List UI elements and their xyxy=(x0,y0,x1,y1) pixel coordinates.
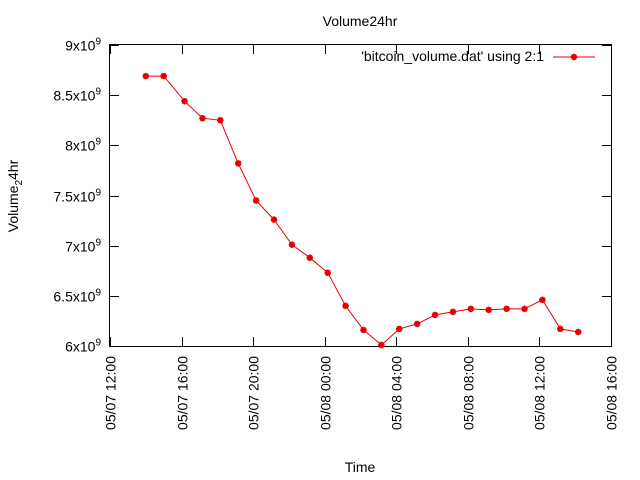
data-point xyxy=(431,311,439,319)
data-point xyxy=(199,115,206,122)
y-tick-mantissa: 7.5 xyxy=(53,189,73,205)
data-point xyxy=(449,308,457,316)
y-tick-base: x10 xyxy=(73,138,96,154)
data-point xyxy=(324,269,331,276)
data-point xyxy=(288,241,296,248)
data-point xyxy=(142,72,149,80)
legend-swatch-marker xyxy=(570,53,578,61)
y-tick-mantissa: 6.5 xyxy=(53,289,73,305)
y-tick-label: 7x109 xyxy=(65,238,101,255)
chart-title: Volume24hr xyxy=(323,13,398,29)
y-tick-exponent: 9 xyxy=(95,288,101,299)
data-point xyxy=(485,306,492,314)
series-layer xyxy=(142,72,582,349)
data-point xyxy=(396,325,403,333)
data-point xyxy=(521,305,528,313)
legend: 'bitcoin_volume.dat' using 2:1 xyxy=(361,48,595,64)
x-tick-label: 05/07 16:00 xyxy=(175,356,191,430)
data-point xyxy=(467,305,475,313)
data-point xyxy=(235,160,242,167)
x-tick-label: 05/07 12:00 xyxy=(103,356,119,430)
x-tick-label: 05/08 12:00 xyxy=(532,356,548,430)
data-point xyxy=(181,97,188,105)
x-tick-label: 05/08 16:00 xyxy=(604,356,620,430)
y-tick-label: 8x109 xyxy=(65,137,101,154)
data-point xyxy=(252,197,260,204)
x-tick-label: 05/08 00:00 xyxy=(318,356,334,430)
x-tick-label: 05/07 20:00 xyxy=(246,356,262,430)
y-tick-mantissa: 8.5 xyxy=(53,88,73,104)
y-tick-mantissa: 9 xyxy=(65,38,73,54)
y-tick-base: x10 xyxy=(73,88,96,104)
y-tick-mantissa: 8 xyxy=(65,138,73,154)
series-line xyxy=(145,75,579,346)
data-point xyxy=(557,325,564,333)
x-tick-label: 05/08 04:00 xyxy=(389,356,405,430)
legend-label: 'bitcoin_volume.dat' using 2:1 xyxy=(361,48,544,64)
y-tick-base: x10 xyxy=(73,289,96,305)
y-axis-label-sub: 2 xyxy=(14,180,25,186)
y-tick-base: x10 xyxy=(73,38,96,54)
y-tick-exponent: 9 xyxy=(95,338,101,349)
data-point xyxy=(539,296,546,304)
data-point xyxy=(413,320,421,328)
y-tick-base: x10 xyxy=(73,339,96,355)
y-tick-label: 8.5x109 xyxy=(53,87,101,104)
y-tick-exponent: 9 xyxy=(95,137,101,148)
y-tick-label: 6.5x109 xyxy=(53,288,101,305)
y-tick-exponent: 9 xyxy=(95,87,101,98)
y-tick-exponent: 9 xyxy=(95,188,101,199)
y-tick-exponent: 9 xyxy=(95,238,101,249)
data-point xyxy=(306,254,314,261)
y-tick-mantissa: 7 xyxy=(65,239,73,255)
y-tick-exponent: 9 xyxy=(95,37,101,48)
x-axis-label: Time xyxy=(345,459,376,475)
y-tick-label: 9x109 xyxy=(65,37,101,54)
data-point xyxy=(378,341,385,349)
y-axis-label: Volume24hr xyxy=(5,159,25,232)
y-axis-label-main: Volume xyxy=(5,185,21,232)
axis-ticks: 6x1096.5x1097x1097.5x1098x1098.5x1099x10… xyxy=(53,37,619,430)
data-point xyxy=(342,302,349,310)
x-tick-label: 05/08 08:00 xyxy=(461,356,477,430)
legend-marker-star xyxy=(570,53,578,61)
data-point xyxy=(574,328,582,336)
data-point xyxy=(360,326,367,334)
y-axis-label-tail: 4hr xyxy=(5,159,21,180)
data-point xyxy=(503,305,510,313)
plot-frame xyxy=(109,44,612,347)
y-tick-label: 6x109 xyxy=(65,338,101,355)
y-tick-base: x10 xyxy=(73,189,96,205)
y-tick-label: 7.5x109 xyxy=(53,188,101,205)
y-tick-base: x10 xyxy=(73,239,96,255)
y-tick-mantissa: 6 xyxy=(65,339,73,355)
data-point xyxy=(160,72,167,80)
data-point xyxy=(217,117,224,124)
data-point xyxy=(270,216,278,223)
